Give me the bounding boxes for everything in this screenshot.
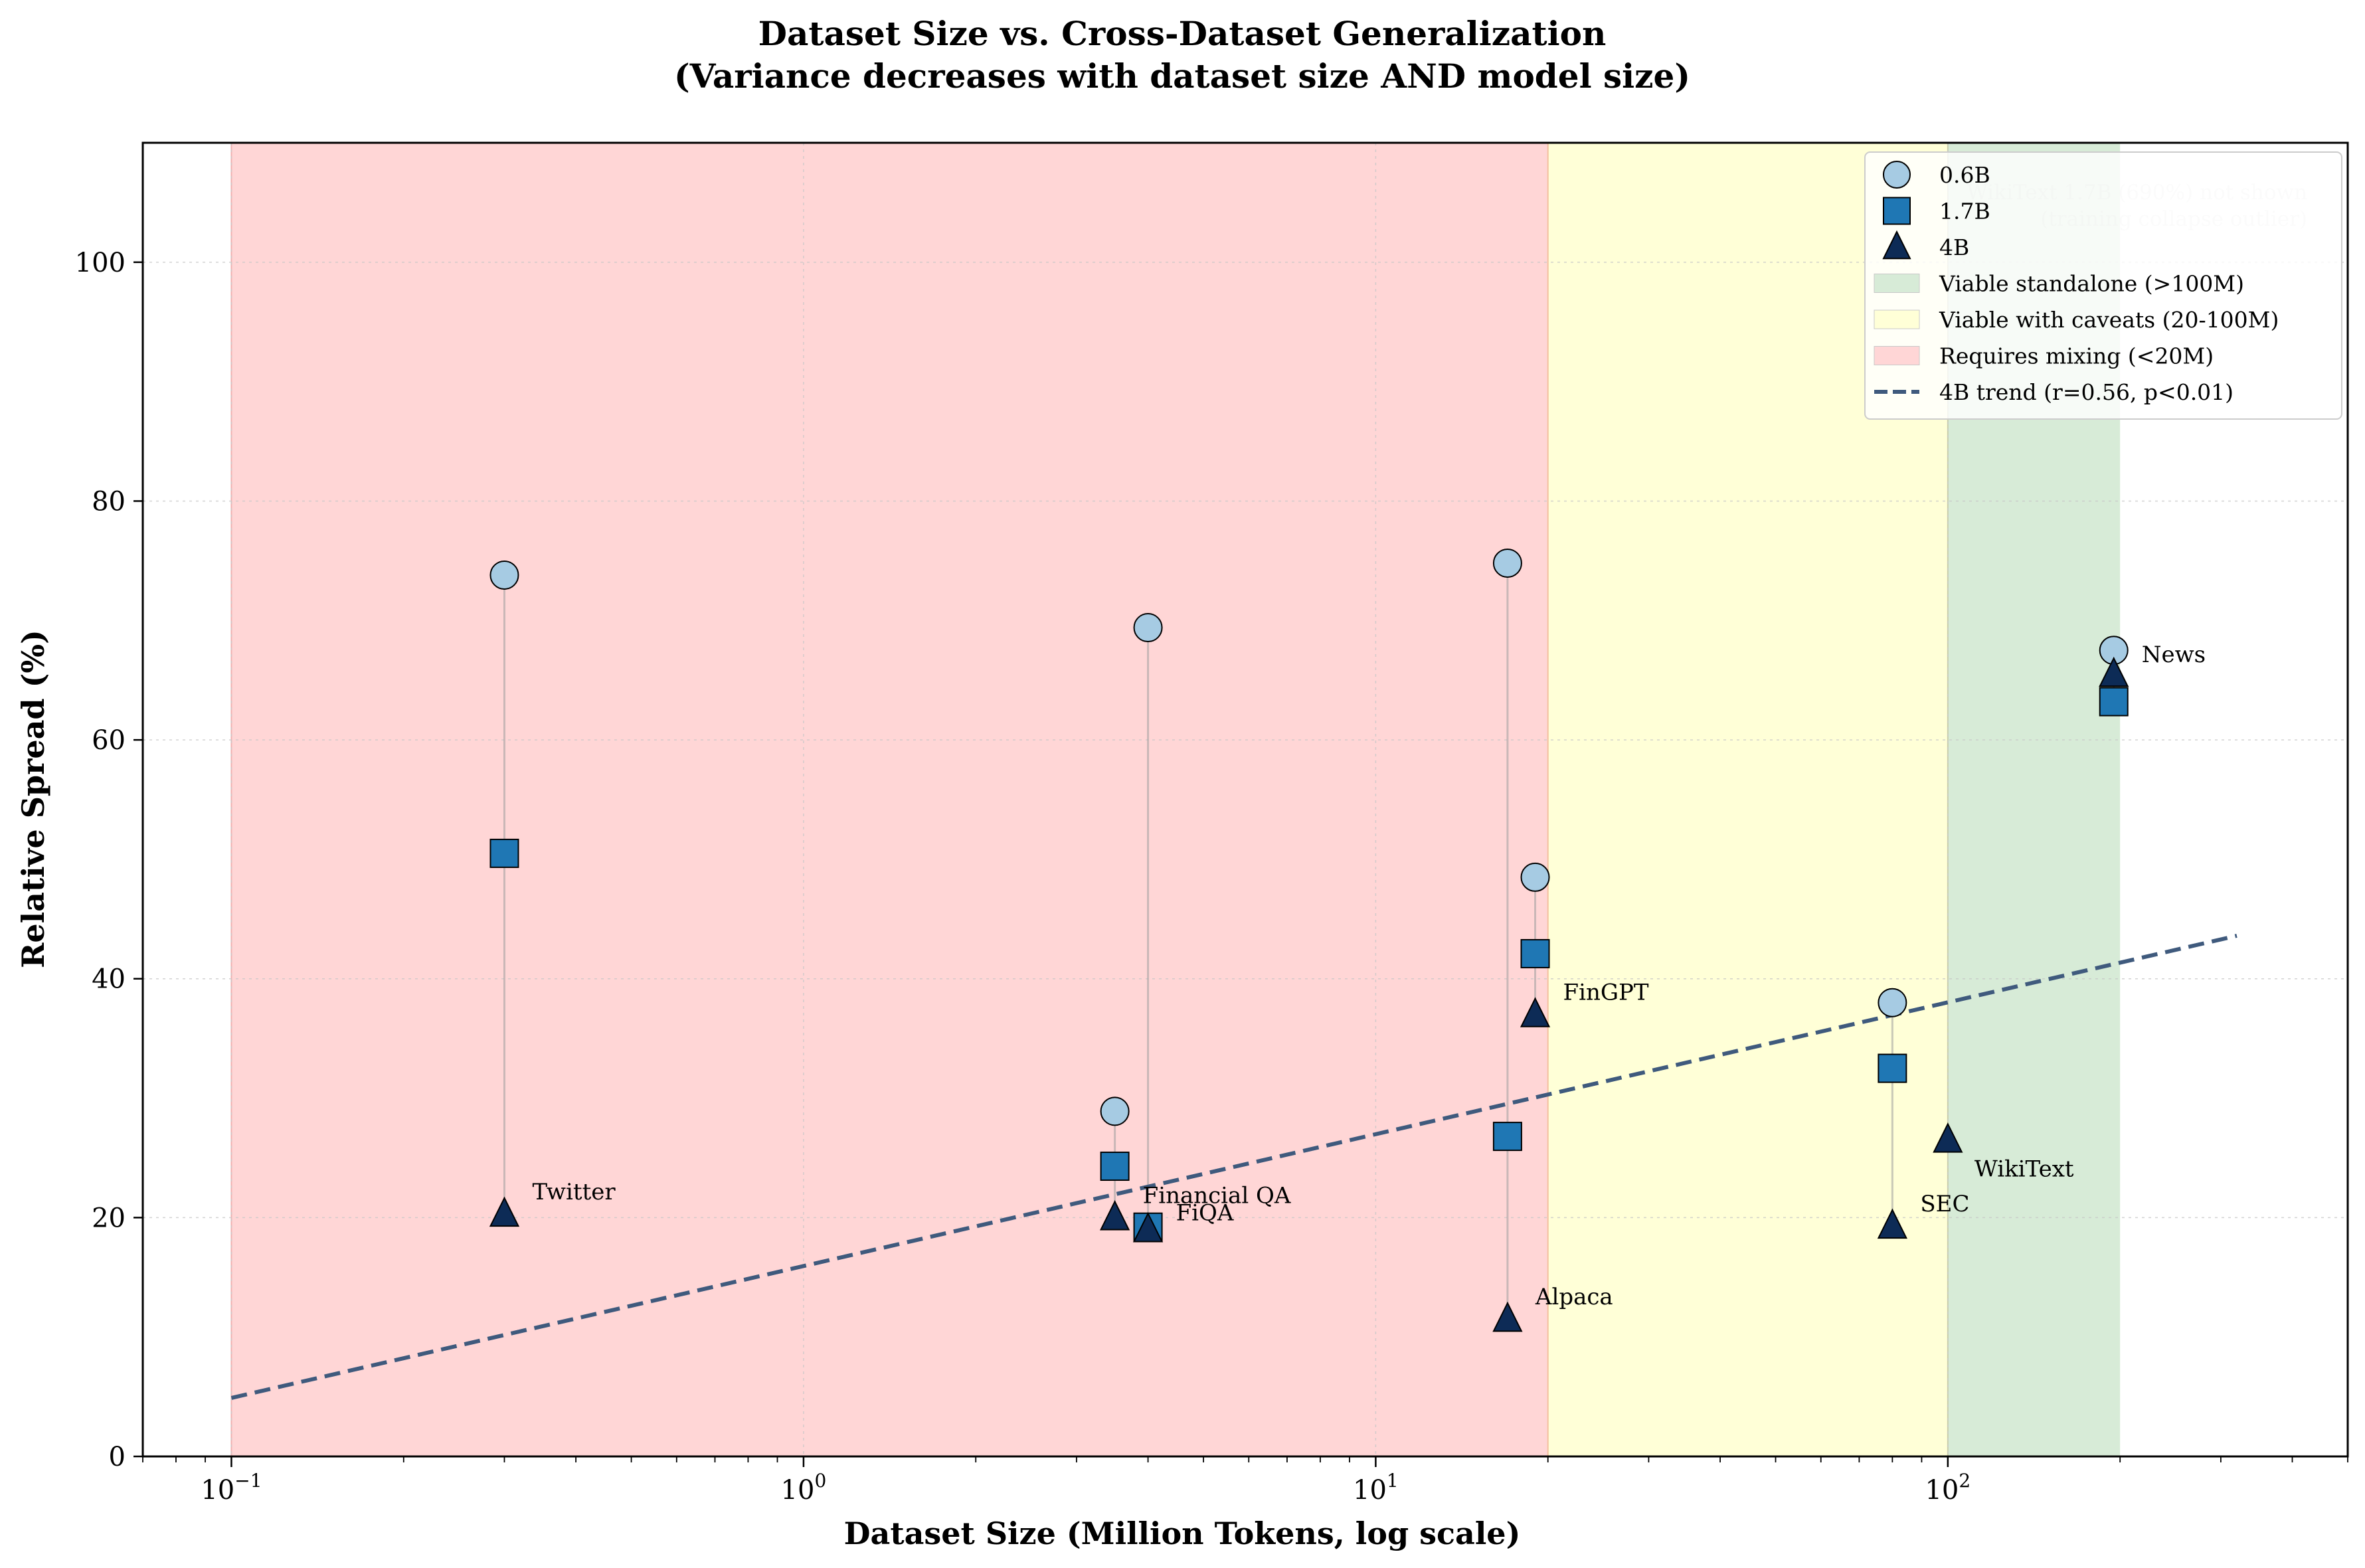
data-point-1_7B: [1100, 1152, 1130, 1181]
data-point-4B: [1492, 1301, 1523, 1332]
data-point-0_6B: [1492, 548, 1522, 578]
legend-label: 4B trend (r=0.56, p<0.01): [1939, 379, 2234, 405]
data-point-1_7B: [1492, 1122, 1522, 1152]
data-label: News: [2142, 642, 2206, 668]
data-point-4B: [1933, 1122, 1963, 1153]
data-point-4B: [1520, 997, 1551, 1027]
data-point-1_7B: [1520, 938, 1550, 968]
y-tick-label: 100: [75, 248, 126, 278]
data-point-4B: [1100, 1199, 1130, 1231]
x-axis-label: Dataset Size (Million Tokens, log scale): [844, 1516, 1521, 1551]
legend-marker: [1883, 197, 1911, 225]
data-label: SEC: [1920, 1191, 1969, 1217]
legend-box: [1864, 151, 2342, 420]
legend-label: 1.7B: [1939, 199, 1990, 224]
trend-line: [230, 934, 2237, 1400]
data-point-1_7B: [1878, 1053, 1907, 1083]
chart-subtitle: (Variance decreases with dataset size AN…: [674, 56, 1690, 96]
y-tick-label: 20: [92, 1203, 126, 1233]
region-band: [231, 143, 1548, 1456]
data-point-4B: [1877, 1208, 1907, 1239]
legend-marker: [1882, 230, 1911, 260]
x-tick-label: 10−1: [201, 1470, 262, 1506]
legend-swatch: [1874, 274, 1920, 293]
data-point-4B: [1132, 1211, 1164, 1243]
y-axis-label: Relative Spread (%): [15, 630, 51, 968]
legend-label: Viable standalone (>100M): [1939, 271, 2244, 297]
legend: 0.6B 1.7B 4B Viable standalone (>100M) Viabl…: [1864, 151, 2342, 420]
data-label: Twitter: [532, 1179, 616, 1205]
legend-swatch: [1874, 309, 1920, 329]
y-tick-label: 40: [92, 964, 126, 995]
data-point-0_6B: [1520, 862, 1550, 892]
legend-label: Viable with caveats (20-100M): [1939, 307, 2279, 333]
legend-marker: [1883, 161, 1911, 189]
data-label: FiQA: [1176, 1199, 1234, 1226]
data-label: Alpaca: [1535, 1284, 1613, 1310]
data-point-4B: [489, 1196, 520, 1227]
legend-label: 0.6B: [1939, 162, 1990, 188]
data-point-0_6B: [1878, 988, 1907, 1017]
data-point-0_6B: [489, 560, 519, 590]
y-tick-label: 60: [92, 725, 126, 756]
chart-title: Dataset Size vs. Cross-Dataset Generaliz…: [758, 14, 1607, 53]
plot-frame: [141, 141, 2349, 1458]
data-point-0_6B: [1100, 1096, 1130, 1126]
x-tick-label: 102: [1925, 1470, 1971, 1506]
legend-label: Requires mixing (<20M): [1939, 343, 2214, 369]
data-point-1_7B: [489, 838, 519, 868]
data-point-4B: [2099, 656, 2129, 687]
data-label: Financial QA: [1143, 1182, 1291, 1209]
legend-swatch: [1874, 346, 1920, 365]
data-point-0_6B: [1133, 613, 1163, 643]
x-tick-label: 100: [781, 1470, 827, 1506]
legend-label: 4B: [1939, 234, 1969, 260]
y-tick-label: 80: [92, 486, 126, 517]
data-label: FinGPT: [1563, 980, 1649, 1006]
y-tick-label: 0: [109, 1442, 126, 1472]
data-point-1_7B: [2099, 687, 2129, 717]
data-label: WikiText: [1974, 1156, 2074, 1182]
x-tick-label: 101: [1353, 1470, 1399, 1506]
